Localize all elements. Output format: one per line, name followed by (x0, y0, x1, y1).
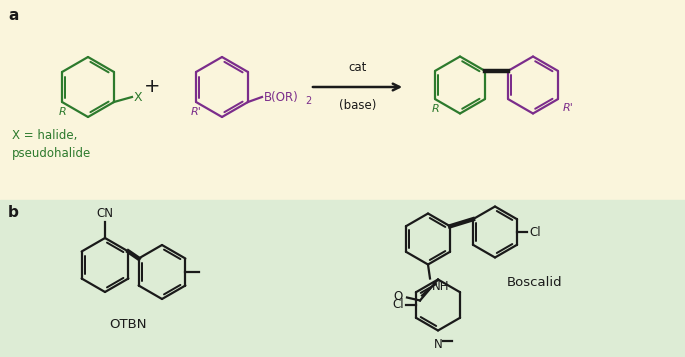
Text: NH: NH (432, 281, 449, 293)
Text: (base): (base) (339, 99, 376, 112)
Text: b: b (8, 205, 19, 220)
Text: B(OR): B(OR) (264, 91, 299, 104)
Text: O: O (394, 290, 403, 303)
Text: X: X (134, 91, 142, 104)
Text: a: a (8, 8, 18, 23)
Text: R: R (59, 107, 66, 117)
Text: R': R' (562, 103, 573, 113)
Text: N: N (434, 338, 443, 352)
Text: cat: cat (348, 61, 366, 74)
Text: 2: 2 (305, 96, 311, 106)
Text: CN: CN (97, 207, 114, 220)
Bar (0, 0, 685, 200)
Text: X = halide,
pseudohalide: X = halide, pseudohalide (12, 129, 91, 160)
Text: R: R (432, 104, 440, 114)
Text: +: + (144, 77, 160, 96)
Text: R': R' (191, 107, 202, 117)
Text: Cl: Cl (393, 298, 404, 312)
Text: Cl: Cl (529, 226, 540, 238)
Text: Boscalid: Boscalid (507, 276, 563, 288)
Bar (0, 200, 685, 357)
Text: OTBN: OTBN (109, 318, 147, 331)
